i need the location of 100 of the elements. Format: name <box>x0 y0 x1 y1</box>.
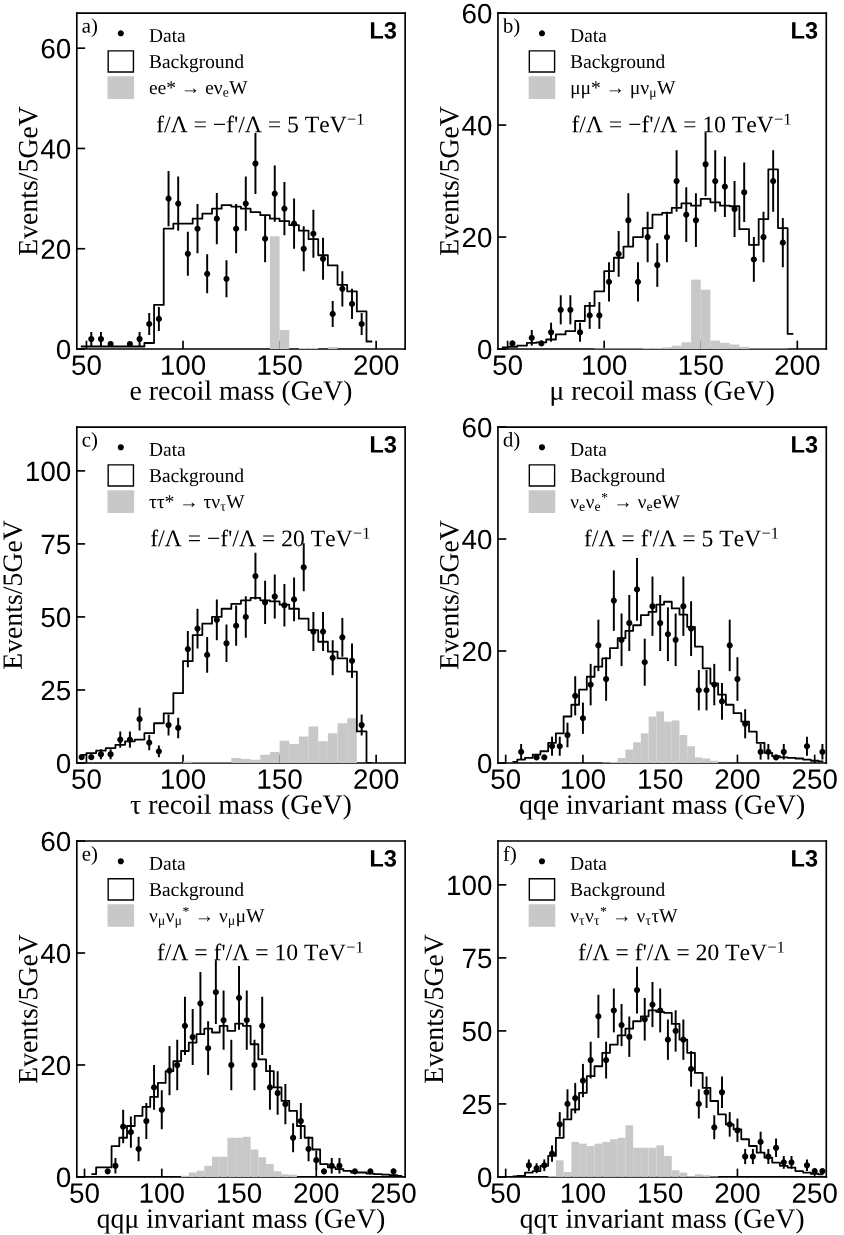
annotation: L3 <box>370 850 397 867</box>
annotation: f/Λ = −f'/Λ = 20 TeV$^{−1}$ <box>151 527 370 547</box>
annotation: f/Λ = f'/Λ = 20 TeV$^{−1}$ <box>578 941 784 961</box>
x-tick-label: 100 <box>161 355 206 375</box>
x-tick-label: 100 <box>561 1183 606 1203</box>
x-tick-label: 150 <box>639 1183 683 1203</box>
legend-label: Background <box>149 54 244 73</box>
y-tick-label: 40 <box>462 529 492 550</box>
y-tick-label: 0 <box>478 753 492 774</box>
legend-label: ν$_{e}$ν$_{e}$$^{*}$ → ν$_{e}$eW <box>570 492 680 511</box>
y-axis-title: Events/5GeV <box>18 934 38 1084</box>
annotation: L3 <box>792 22 818 39</box>
y-tick-label: 40 <box>462 115 492 136</box>
annotation: c) <box>82 432 97 451</box>
y-tick-label: 0 <box>478 339 492 360</box>
annotation: f/Λ = f'/Λ = 5 TeV$^{−1}$ <box>584 527 778 547</box>
legend-label: ν$_{μ}$ν$_{μ}$$^{*}$ → ν$_{μ}$μW <box>149 906 265 928</box>
legend-label: ee* → eν$_{e}$W <box>149 81 248 97</box>
legend-label: Background <box>149 882 244 901</box>
y-axis-title: Events/5GeV <box>424 934 444 1084</box>
annotation: e) <box>82 846 97 865</box>
x-tick-label: 150 <box>639 769 683 789</box>
y-tick-label: 20 <box>41 239 71 260</box>
y-tick-label: 0 <box>56 1167 71 1188</box>
x-tick-label: 50 <box>72 769 101 789</box>
y-tick-label: 60 <box>462 417 492 438</box>
y-tick-label: 40 <box>40 943 71 964</box>
annotation: L3 <box>792 436 818 453</box>
x-axis-title: e recoil mass (GeV) <box>130 380 352 406</box>
x-tick-label: 100 <box>161 769 206 789</box>
x-tick-label: 150 <box>258 769 302 789</box>
y-tick-label: 20 <box>462 641 492 662</box>
legend-label: Data <box>570 29 607 43</box>
y-tick-label: 25 <box>462 1094 492 1115</box>
y-tick-label: 75 <box>41 534 71 555</box>
annotation: d) <box>503 432 520 451</box>
annotation: L3 <box>370 436 397 453</box>
legend-label: Background <box>570 54 665 73</box>
x-tick-label: 200 <box>715 769 760 789</box>
x-axis-title: qqμ invariant mass (GeV) <box>97 1208 385 1234</box>
x-tick-label: 150 <box>258 355 302 375</box>
x-tick-label: 200 <box>354 355 399 375</box>
y-axis-title: Events/5GeV <box>439 106 459 256</box>
y-tick-label: 0 <box>56 753 71 774</box>
y-tick-label: 20 <box>41 1055 71 1076</box>
legend-label: Background <box>149 468 244 487</box>
x-tick-label: 200 <box>354 769 399 789</box>
y-tick-label: 0 <box>56 339 71 360</box>
x-tick-label: 150 <box>217 1183 262 1203</box>
x-tick-label: 100 <box>561 769 606 789</box>
x-tick-label: 50 <box>491 769 521 789</box>
y-tick-label: 20 <box>462 227 492 248</box>
annotation: L3 <box>792 850 818 867</box>
x-axis-title: qqτ invariant mass (GeV) <box>520 1208 804 1234</box>
x-tick-label: 50 <box>72 355 101 375</box>
y-tick-label: 25 <box>41 680 71 701</box>
y-tick-label: 60 <box>41 831 71 852</box>
x-tick-label: 200 <box>294 1183 339 1203</box>
annotation: b) <box>502 18 520 38</box>
x-tick-label: 250 <box>792 1183 837 1203</box>
x-axis-title: μ recoil mass (GeV) <box>551 380 774 406</box>
y-tick-label: 75 <box>462 948 492 969</box>
legend-label: Background <box>570 882 665 901</box>
x-tick-label: 200 <box>715 1183 760 1203</box>
legend-label: Data <box>149 29 186 43</box>
y-tick-label: 40 <box>40 139 71 159</box>
x-tick-label: 250 <box>792 769 837 789</box>
annotation: f) <box>503 846 516 866</box>
x-tick-label: 50 <box>491 1183 521 1203</box>
legend-label: Data <box>149 443 186 457</box>
legend-label: Data <box>149 857 186 870</box>
x-tick-label: 50 <box>70 1183 99 1203</box>
annotation: f/Λ = f'/Λ = 10 TeV$^{−1}$ <box>157 941 363 961</box>
legend-label: ν$_{τ}$ν$_{τ}$$^{*}$ → ν$_{τ}$τW <box>570 906 678 925</box>
annotation: a) <box>82 18 97 38</box>
x-axis-title: τ recoil mass (GeV) <box>130 794 351 820</box>
legend-label: μμ* → μν$_{μ}$W <box>571 81 676 100</box>
y-tick-label: 0 <box>478 1167 492 1188</box>
y-tick-label: 50 <box>462 1021 492 1042</box>
y-axis-title: Events/5GeV <box>3 520 23 670</box>
x-tick-label: 200 <box>775 355 820 375</box>
x-tick-label: 100 <box>140 1183 184 1203</box>
y-tick-label: 60 <box>462 3 492 24</box>
annotation: f/Λ = −f'/Λ = 10 TeV$^{−1}$ <box>572 113 791 133</box>
y-axis-title: Events/5GeV <box>439 520 459 670</box>
legend-label: Background <box>570 468 665 487</box>
annotation: L3 <box>370 22 397 39</box>
x-tick-label: 150 <box>679 355 723 375</box>
legend-label: Data <box>570 857 607 870</box>
y-tick-label: 100 <box>27 461 71 482</box>
y-tick-label: 60 <box>41 38 71 59</box>
x-tick-label: 250 <box>371 1183 416 1203</box>
y-tick-label: 100 <box>448 875 492 896</box>
x-axis-title: qqe invariant mass (GeV) <box>520 794 804 820</box>
legend-label: Data <box>570 443 607 457</box>
y-axis-title: Events/5GeV <box>18 106 38 256</box>
x-tick-label: 50 <box>493 355 522 375</box>
x-tick-label: 100 <box>583 355 627 375</box>
annotation: f/Λ = −f'/Λ = 5 TeV$^{−1}$ <box>156 113 364 133</box>
y-tick-label: 50 <box>41 607 71 628</box>
